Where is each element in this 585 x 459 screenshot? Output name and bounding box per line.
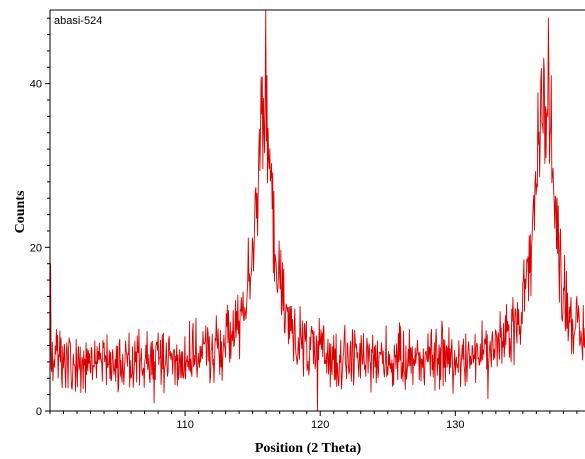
x-tick-label: 120	[311, 419, 329, 431]
x-tick-label: 130	[446, 419, 464, 431]
y-tick-label: 40	[30, 79, 42, 91]
x-tick-label: 110	[176, 419, 194, 431]
y-axis-title: Counts	[13, 190, 28, 233]
y-tick-label: 0	[36, 406, 42, 418]
sample-label: abasi-524	[54, 15, 102, 27]
y-tick-label: 20	[30, 242, 42, 254]
x-axis-title: Position (2 Theta)	[255, 441, 362, 456]
